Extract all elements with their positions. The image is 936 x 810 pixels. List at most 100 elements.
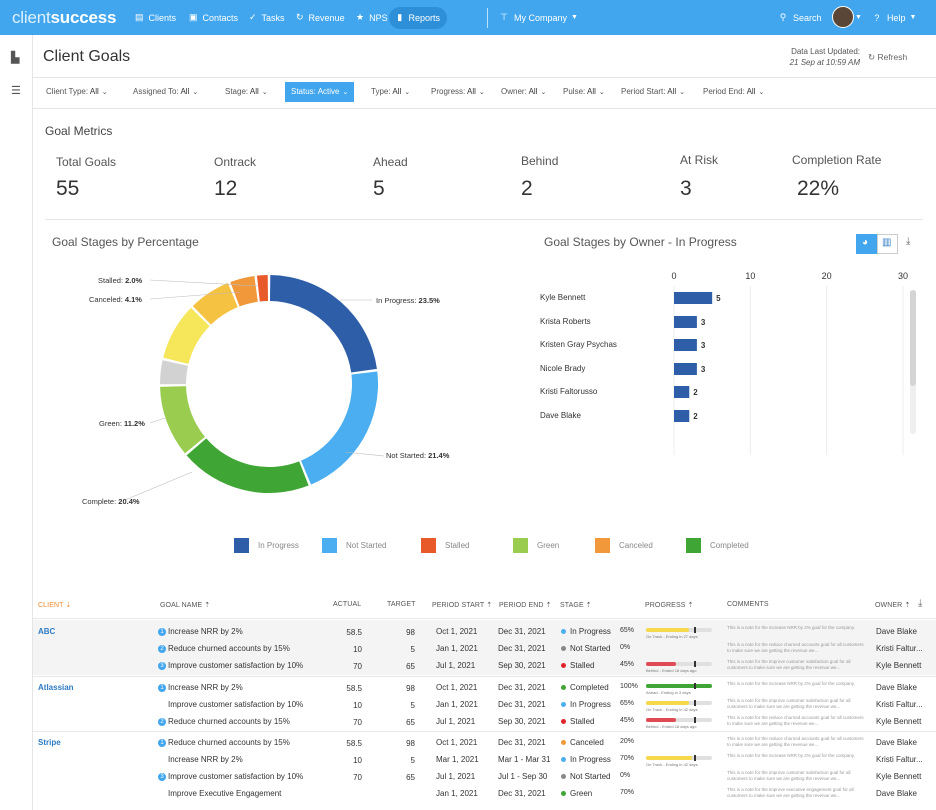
header-client[interactable]: CLIENT ⇣: [38, 602, 72, 609]
goal-name[interactable]: Increase NRR by 2%: [168, 755, 243, 764]
owner-bar[interactable]: [674, 316, 697, 328]
progress-target-marker: [693, 700, 696, 706]
header-goal[interactable]: GOAL NAME ⇡: [160, 602, 211, 609]
search-button[interactable]: ⚲ Search: [771, 7, 829, 29]
filter-pulse[interactable]: Pulse: All ⌄: [563, 87, 605, 96]
legend-item[interactable]: In Progress: [234, 538, 299, 553]
help-icon: ?: [874, 12, 880, 23]
owner-bar[interactable]: [674, 410, 690, 422]
header-end[interactable]: PERIOD END ⇡: [499, 602, 552, 609]
refresh-button[interactable]: ↻ Refresh: [868, 52, 907, 63]
owner-bar[interactable]: [674, 386, 690, 398]
filter-value: All: [587, 87, 596, 96]
stage-label: Completed: [570, 683, 609, 692]
filter-owner[interactable]: Owner: All ⌄: [501, 87, 546, 96]
goal-name[interactable]: 1 Increase NRR by 2%: [158, 683, 243, 692]
x-tick-label: 30: [898, 271, 908, 281]
bar-view-button[interactable]: ▥: [877, 234, 898, 254]
filter-period-start[interactable]: Period Start: All ⌄: [621, 87, 685, 96]
logo[interactable]: clientsuccess: [12, 8, 116, 28]
updated-label: Data Last Updated:: [791, 47, 860, 56]
callout-value: 4.1%: [124, 295, 142, 304]
goal-name[interactable]: 3 Improve customer satisfaction by 10%: [158, 661, 303, 670]
header-stage[interactable]: STAGE ⇡: [560, 602, 592, 609]
table-download-icon[interactable]: ⤓: [918, 598, 923, 609]
nav-tasks[interactable]: ✓ Tasks: [242, 7, 289, 29]
pie-view-button[interactable]: ◕: [856, 234, 877, 254]
owner-bar[interactable]: [674, 339, 697, 351]
filter-progress[interactable]: Progress: All ⌄: [431, 87, 485, 96]
menu-icon[interactable]: ☰: [11, 85, 21, 97]
goal-name[interactable]: 2 Reduce churned accounts by 15%: [158, 717, 290, 726]
bar-chart-scrollbar[interactable]: [910, 290, 916, 386]
avatar-chevron-icon[interactable]: ▼: [855, 14, 862, 21]
stage-label: Green: [570, 789, 593, 798]
client-name-link[interactable]: Atlassian: [38, 683, 74, 692]
chevron-down-icon: ⌄: [192, 89, 199, 96]
cell-owner: Kyle Bennett: [876, 717, 922, 726]
goal-name[interactable]: 1 Reduce churned accounts by 15%: [158, 738, 290, 747]
legend-swatch: [234, 538, 249, 553]
nav-revenue[interactable]: ↻ Revenue: [289, 7, 349, 29]
legend-item[interactable]: Completed: [686, 538, 749, 553]
download-icon[interactable]: ⤓: [906, 236, 911, 247]
goal-name-text: Improve customer satisfaction by 10%: [168, 700, 304, 709]
filter-type[interactable]: Type: All ⌄: [371, 87, 410, 96]
callout-value: 11.2%: [124, 419, 145, 428]
header-start[interactable]: PERIOD START ⇡: [432, 602, 493, 609]
goal-name[interactable]: Improve customer satisfaction by 10%: [168, 700, 303, 709]
client-name-link[interactable]: ABC: [38, 627, 56, 636]
owner-bar[interactable]: [674, 292, 713, 304]
header-progress[interactable]: PROGRESS ⇡: [645, 602, 694, 609]
legend-item[interactable]: Not Started: [322, 538, 386, 553]
header-owner[interactable]: OWNER ⇡: [875, 602, 911, 609]
company-selector-label: My Company: [514, 12, 568, 23]
help-button[interactable]: ? Help ▼: [870, 7, 918, 29]
cell-percent: 70%: [620, 755, 635, 762]
goal-name[interactable]: Improve Executive Engagement: [168, 789, 281, 798]
cell-percent: 0%: [620, 772, 631, 779]
header-actual[interactable]: ACTUAL: [333, 601, 362, 608]
stage-label: In Progress: [570, 627, 611, 636]
legend-swatch: [322, 538, 337, 553]
cell-actual: 10: [353, 701, 362, 710]
nav-reports[interactable]: ▮ Reports: [389, 6, 447, 29]
bar-chart-icon: ▮: [397, 12, 403, 22]
filter-client-type[interactable]: Client Type: All ⌄: [46, 87, 108, 96]
cell-owner: Kyle Bennett: [876, 772, 922, 781]
legend-item[interactable]: Stalled: [421, 538, 469, 553]
progress-bar: [646, 755, 712, 761]
client-name-link[interactable]: Stripe: [38, 738, 61, 747]
header-target[interactable]: TARGET: [387, 601, 416, 608]
cell-actual: 70: [353, 718, 362, 727]
nav-contacts[interactable]: ▣ Contacts: [182, 7, 242, 29]
cell-end: Sep 30, 2021: [498, 661, 546, 670]
legend-item[interactable]: Canceled: [595, 538, 653, 553]
goal-name[interactable]: 2 Reduce churned accounts by 15%: [158, 644, 290, 653]
goal-name-text: Reduce churned accounts by 15%: [168, 738, 290, 747]
avatar[interactable]: [832, 6, 854, 28]
reports-icon[interactable]: ▙: [11, 52, 20, 64]
filter-period-end[interactable]: Period End: All ⌄: [703, 87, 764, 96]
stage-dot: [561, 774, 566, 780]
filter-stage[interactable]: Stage: All ⌄: [225, 87, 268, 96]
legend-item[interactable]: Green: [513, 538, 559, 553]
nav-nps[interactable]: ★ NPS: [349, 7, 389, 29]
chevron-down-icon: ⌄: [261, 89, 268, 96]
legend-label: Canceled: [619, 541, 653, 550]
filter-assigned-to[interactable]: Assigned To: All ⌄: [133, 87, 198, 96]
cell-target: 5: [410, 756, 415, 765]
goal-name[interactable]: 3 Improve customer satisfaction by 10%: [158, 772, 303, 781]
cell-owner: Kyle Bennett: [876, 661, 922, 670]
cell-stage: Stalled: [561, 661, 594, 670]
stage-dot: [561, 791, 566, 797]
cell-end: Sep 30, 2021: [498, 717, 546, 726]
filter-status[interactable]: Status: Active ⌄: [285, 82, 355, 102]
header-comments[interactable]: COMMENTS: [727, 601, 769, 608]
goal-name[interactable]: 1 Increase NRR by 2%: [158, 627, 243, 636]
progress-bar: [646, 661, 712, 667]
owner-bar[interactable]: [674, 363, 697, 375]
goal-name-text: Increase NRR by 2%: [168, 755, 243, 764]
nav-clients[interactable]: ▤ Clients: [128, 7, 182, 29]
company-selector[interactable]: ⊤ My Company ▼: [492, 7, 585, 29]
